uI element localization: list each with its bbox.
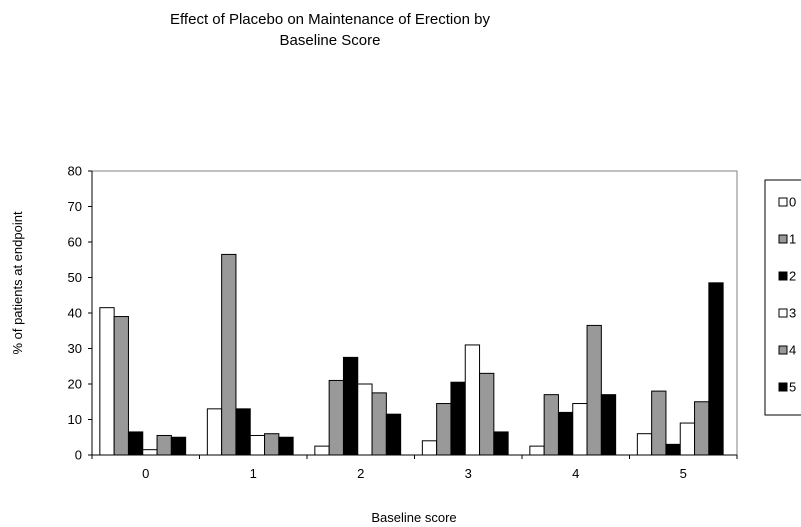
legend-label: 2 <box>789 269 796 284</box>
bar <box>342 356 359 456</box>
bar <box>127 431 144 456</box>
bar <box>665 443 681 456</box>
legend-swatch <box>778 308 788 318</box>
x-axis-label: Baseline score <box>371 510 456 525</box>
bar <box>694 401 710 456</box>
legend-swatch <box>778 234 788 244</box>
bar <box>314 445 330 456</box>
bar <box>264 433 280 456</box>
y-tick-label: 40 <box>68 306 82 321</box>
bar <box>636 433 653 456</box>
bar <box>142 449 158 456</box>
bar <box>206 408 223 456</box>
bar <box>708 282 724 456</box>
bar <box>543 394 559 456</box>
bars-group <box>99 253 724 456</box>
bar <box>529 445 545 456</box>
legend-swatch <box>778 197 788 207</box>
legend-swatch <box>778 345 788 355</box>
x-tick-label: 1 <box>250 466 257 481</box>
legend-label: 0 <box>789 195 796 210</box>
y-tick-label: 30 <box>68 341 82 356</box>
legend-label: 5 <box>789 380 796 395</box>
legend-label: 3 <box>789 306 796 321</box>
y-tick-label: 10 <box>68 412 82 427</box>
legend-label: 1 <box>789 232 796 247</box>
bar <box>221 253 237 456</box>
bar <box>493 431 509 456</box>
legend: 0 1 2 3 4 5 <box>764 179 801 416</box>
bar <box>651 390 667 456</box>
y-tick-label: 70 <box>68 199 82 214</box>
bar <box>479 372 495 456</box>
legend-label: 4 <box>789 343 796 358</box>
plot-area <box>91 170 738 456</box>
x-tick-label: 5 <box>680 466 687 481</box>
y-tick-label: 60 <box>68 235 82 250</box>
legend-swatch <box>778 271 788 281</box>
axes-group: 0 10 20 30 40 50 60 70 80 0 1 2 3 4 5 <box>68 164 738 481</box>
x-tick-label: 2 <box>357 466 364 481</box>
x-tick-label: 4 <box>572 466 579 481</box>
bar <box>328 379 344 456</box>
chart-title-line-1: Effect of Placebo on Maintenance of Erec… <box>170 11 490 28</box>
bar <box>113 316 129 456</box>
bar <box>421 440 438 456</box>
y-tick-label: 80 <box>68 164 82 179</box>
y-tick-label: 0 <box>75 448 82 463</box>
bar <box>436 403 452 456</box>
x-tick-label: 0 <box>142 466 149 481</box>
bar <box>385 413 402 456</box>
bar <box>371 392 387 456</box>
bar <box>357 383 373 456</box>
y-tick-label: 50 <box>68 270 82 285</box>
bar <box>557 411 574 456</box>
bar <box>450 381 466 456</box>
bar <box>99 307 115 456</box>
x-tick-label: 3 <box>465 466 472 481</box>
y-axis-label: % of patients at endpoint <box>10 211 25 354</box>
bar <box>600 394 617 456</box>
y-tick-label: 20 <box>68 377 82 392</box>
chart-title-line-2: Baseline Score <box>279 32 381 49</box>
bar <box>249 434 266 456</box>
bar <box>464 344 481 456</box>
bar <box>235 408 251 456</box>
legend-box <box>764 179 801 416</box>
bar <box>170 436 187 456</box>
bar <box>278 436 294 456</box>
bar <box>156 434 172 456</box>
bar <box>679 422 696 456</box>
bar <box>572 403 588 456</box>
bar <box>586 324 602 456</box>
legend-swatch <box>778 382 788 392</box>
plot-border <box>91 170 738 456</box>
